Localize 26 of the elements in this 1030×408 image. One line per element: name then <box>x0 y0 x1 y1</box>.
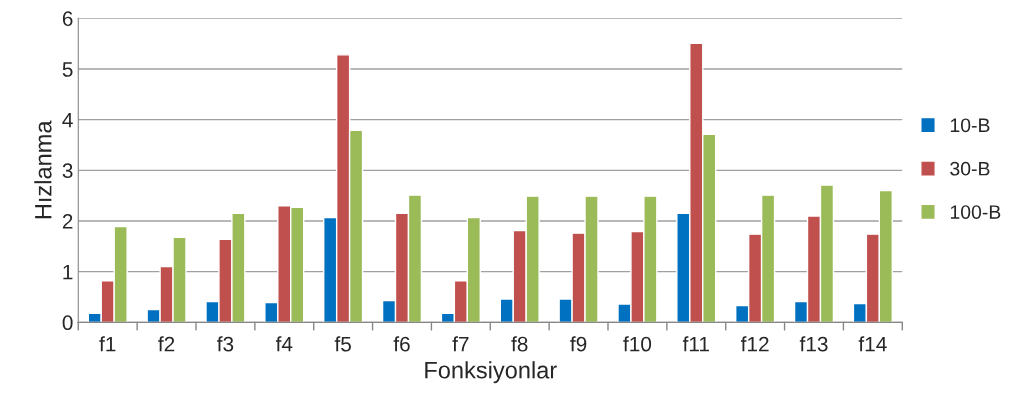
x-tick-label: f14 <box>858 336 887 352</box>
legend-label: 10-B <box>950 118 990 133</box>
x-tick-label: f3 <box>217 336 234 352</box>
legend-label: 100-B <box>950 205 1001 219</box>
y-tick-label: 6 <box>62 11 73 27</box>
y-tick-label: 5 <box>62 62 73 77</box>
x-axis-title: Fonksiyonlar <box>425 361 557 384</box>
x-tick-label: f13 <box>799 336 828 352</box>
y-tick-label: 0 <box>62 315 73 331</box>
x-tick-label: f11 <box>682 336 709 352</box>
x-tick-label: f2 <box>158 336 175 352</box>
x-tick-label: f7 <box>452 336 469 352</box>
x-tick-label: f1 <box>99 336 116 352</box>
x-tick-label: f5 <box>334 336 351 352</box>
y-tick-label: 3 <box>62 163 73 179</box>
y-tick-label: 2 <box>62 214 73 229</box>
x-tick-label: f8 <box>511 336 528 352</box>
y-axis-title: Hızlanma <box>34 120 52 219</box>
x-tick-label: f4 <box>275 336 293 352</box>
x-tick-label: f12 <box>740 336 769 352</box>
y-tick-label: 1 <box>63 264 73 280</box>
x-tick-label: f6 <box>393 336 410 352</box>
x-tick-label: f10 <box>623 336 652 352</box>
legend-label: 30-B <box>950 161 990 176</box>
x-tick-label: f9 <box>570 336 587 352</box>
y-tick-label: 4 <box>62 112 73 128</box>
